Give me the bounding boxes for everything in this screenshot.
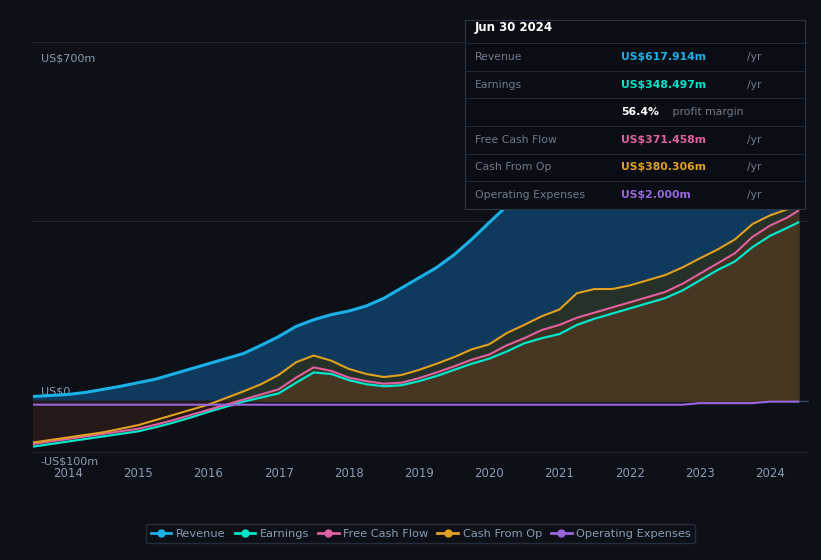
Text: profit margin: profit margin: [669, 107, 744, 117]
Text: Free Cash Flow: Free Cash Flow: [475, 135, 557, 145]
Text: US$380.306m: US$380.306m: [621, 162, 706, 172]
Text: US$371.458m: US$371.458m: [621, 135, 706, 145]
Text: US$348.497m: US$348.497m: [621, 80, 707, 90]
Text: /yr: /yr: [747, 80, 762, 90]
Text: /yr: /yr: [747, 162, 762, 172]
Text: Operating Expenses: Operating Expenses: [475, 190, 585, 200]
Text: Revenue: Revenue: [475, 52, 522, 62]
Text: US$2.000m: US$2.000m: [621, 190, 691, 200]
Text: Earnings: Earnings: [475, 80, 522, 90]
Legend: Revenue, Earnings, Free Cash Flow, Cash From Op, Operating Expenses: Revenue, Earnings, Free Cash Flow, Cash …: [146, 524, 695, 543]
Text: Cash From Op: Cash From Op: [475, 162, 552, 172]
Text: Jun 30 2024: Jun 30 2024: [475, 21, 553, 34]
Text: -US$100m: -US$100m: [40, 456, 99, 466]
Text: /yr: /yr: [747, 52, 762, 62]
Text: /yr: /yr: [747, 190, 762, 200]
Text: US$700m: US$700m: [40, 54, 95, 63]
Text: /yr: /yr: [747, 135, 762, 145]
Text: US$617.914m: US$617.914m: [621, 52, 706, 62]
Text: US$0: US$0: [40, 386, 70, 396]
Text: 56.4%: 56.4%: [621, 107, 659, 117]
